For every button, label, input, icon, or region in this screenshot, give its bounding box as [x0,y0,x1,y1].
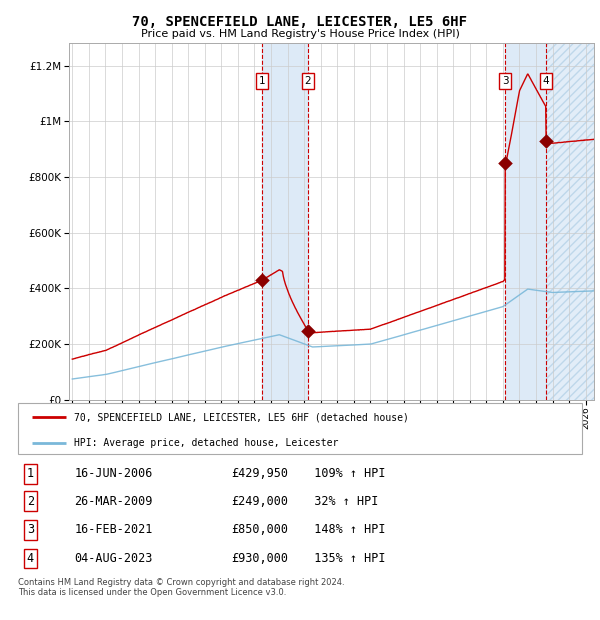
Text: 3: 3 [502,76,508,86]
Text: 3: 3 [27,523,34,536]
Text: 4: 4 [27,552,34,565]
Text: HPI: Average price, detached house, Leicester: HPI: Average price, detached house, Leic… [74,438,339,448]
Bar [262,43,308,400]
Text: 4: 4 [542,76,549,86]
Text: 1: 1 [259,76,265,86]
Text: £930,000: £930,000 [232,552,289,565]
Text: 70, SPENCEFIELD LANE, LEICESTER, LE5 6HF: 70, SPENCEFIELD LANE, LEICESTER, LE5 6HF [133,16,467,30]
Text: 109% ↑ HPI: 109% ↑ HPI [300,467,386,481]
Point [303,326,313,335]
Point [541,136,551,146]
Text: £249,000: £249,000 [232,495,289,508]
Text: 2: 2 [27,495,34,508]
Text: 2: 2 [305,76,311,86]
Bar [505,43,546,400]
Bar [546,43,594,400]
Text: 16-JUN-2006: 16-JUN-2006 [74,467,153,481]
Text: Contains HM Land Registry data © Crown copyright and database right 2024.
This d: Contains HM Land Registry data © Crown c… [18,578,344,597]
Point [500,158,510,168]
Point [257,275,267,285]
Text: £429,950: £429,950 [232,467,289,481]
Text: 16-FEB-2021: 16-FEB-2021 [74,523,153,536]
Text: £850,000: £850,000 [232,523,289,536]
Text: 26-MAR-2009: 26-MAR-2009 [74,495,153,508]
Text: Price paid vs. HM Land Registry's House Price Index (HPI): Price paid vs. HM Land Registry's House … [140,29,460,39]
Text: 1: 1 [27,467,34,481]
Text: 32% ↑ HPI: 32% ↑ HPI [300,495,379,508]
Text: 148% ↑ HPI: 148% ↑ HPI [300,523,386,536]
Text: 04-AUG-2023: 04-AUG-2023 [74,552,153,565]
Text: 135% ↑ HPI: 135% ↑ HPI [300,552,386,565]
Text: 70, SPENCEFIELD LANE, LEICESTER, LE5 6HF (detached house): 70, SPENCEFIELD LANE, LEICESTER, LE5 6HF… [74,412,409,422]
